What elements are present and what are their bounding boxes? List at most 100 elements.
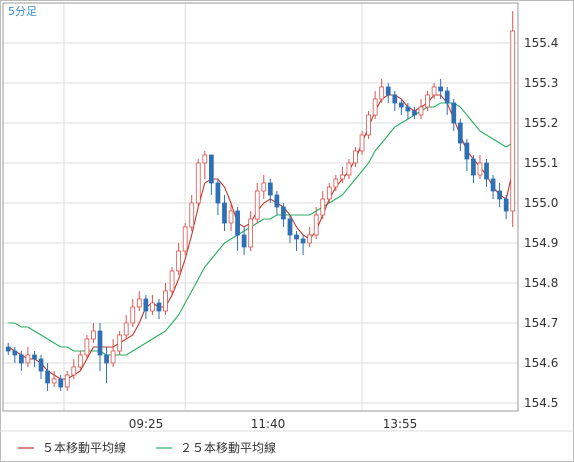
candle-body xyxy=(248,218,254,248)
timeframe-label: 5分足 xyxy=(8,5,37,18)
candle xyxy=(215,179,221,215)
candle xyxy=(385,83,391,103)
candle-body xyxy=(287,218,293,236)
candle xyxy=(110,339,116,367)
candle-body xyxy=(340,174,345,180)
x-tick-label: 13:55 xyxy=(383,417,418,431)
candle-body xyxy=(156,302,162,312)
candle-body xyxy=(484,162,489,180)
y-tick-label: 154.9 xyxy=(524,236,558,250)
y-tick-label: 154.6 xyxy=(524,356,558,370)
candle xyxy=(510,11,516,227)
candle-body xyxy=(385,86,391,96)
candle-body xyxy=(71,366,77,376)
candle xyxy=(51,371,57,387)
candle-body xyxy=(169,270,175,292)
candle-body xyxy=(464,142,470,160)
candle xyxy=(189,195,195,231)
candle xyxy=(346,159,352,179)
candle xyxy=(294,231,299,251)
candle xyxy=(464,139,470,171)
candle-body xyxy=(379,86,385,100)
candle-body xyxy=(222,202,227,224)
candle xyxy=(281,203,286,227)
candle-body xyxy=(150,302,155,312)
candle xyxy=(326,183,332,203)
candle xyxy=(235,207,240,251)
candles-layer xyxy=(5,11,516,391)
candle-body xyxy=(471,158,476,176)
candle-body xyxy=(254,190,260,220)
candle xyxy=(248,211,254,251)
candle-body xyxy=(326,186,332,200)
candle-body xyxy=(510,30,516,212)
candle xyxy=(398,99,404,115)
candle-body xyxy=(313,214,319,236)
y-tick-label: 154.8 xyxy=(524,276,558,290)
candle-body xyxy=(497,190,502,200)
candle-body xyxy=(320,198,326,216)
candle xyxy=(202,151,208,179)
candle-body xyxy=(12,350,18,356)
candle-body xyxy=(353,150,358,164)
candle xyxy=(25,347,31,367)
candle-body xyxy=(241,234,247,248)
candle xyxy=(425,91,430,111)
candle xyxy=(97,323,103,371)
candle-body xyxy=(163,290,168,312)
candle-body xyxy=(25,354,31,364)
x-axis-labels: 09:25 11:40 13:55 xyxy=(129,417,418,431)
y-tick-label: 155.2 xyxy=(524,116,558,130)
candle xyxy=(307,227,312,247)
candle-body xyxy=(300,238,306,244)
candle-body xyxy=(19,354,24,364)
candle xyxy=(136,291,142,311)
candle-body xyxy=(457,122,463,144)
candle-body xyxy=(431,86,437,96)
candle-body xyxy=(412,110,417,116)
candle xyxy=(477,155,483,179)
candle xyxy=(359,131,365,155)
candle xyxy=(71,359,77,379)
candle xyxy=(431,83,437,99)
candle-body xyxy=(405,106,411,112)
candle xyxy=(379,79,385,103)
candle xyxy=(451,99,457,131)
candle-body xyxy=(130,306,136,324)
candle-body xyxy=(228,210,234,224)
candle-body xyxy=(32,354,37,360)
candle xyxy=(340,167,345,183)
candle-body xyxy=(208,154,214,184)
candle-body xyxy=(418,106,424,116)
candle-body xyxy=(359,134,365,152)
candle-body xyxy=(274,194,280,208)
candle xyxy=(117,331,123,355)
candle xyxy=(366,111,371,139)
candle xyxy=(12,347,18,363)
candle-body xyxy=(51,378,57,384)
candle-body xyxy=(267,182,273,196)
candle xyxy=(274,191,280,215)
candle xyxy=(45,363,50,391)
candle xyxy=(313,207,319,239)
candle xyxy=(222,195,227,231)
candle-body xyxy=(58,378,64,388)
candle xyxy=(123,315,129,339)
candle xyxy=(457,119,463,151)
candle xyxy=(353,147,358,167)
legend: ５本移動平均線 ２５本移動平均線 xyxy=(18,440,276,455)
candle xyxy=(143,295,149,319)
candle xyxy=(372,91,378,119)
candle-body xyxy=(143,298,149,312)
candle xyxy=(300,235,306,255)
candle-body xyxy=(97,330,103,356)
candle-body xyxy=(45,370,50,384)
candle xyxy=(182,223,188,255)
x-tick-label: 11:40 xyxy=(251,417,286,431)
candle xyxy=(267,179,273,203)
candle-body xyxy=(307,234,312,244)
candle-body xyxy=(438,86,444,92)
candle-body xyxy=(202,154,208,164)
candle xyxy=(254,183,260,223)
candle xyxy=(471,155,476,183)
